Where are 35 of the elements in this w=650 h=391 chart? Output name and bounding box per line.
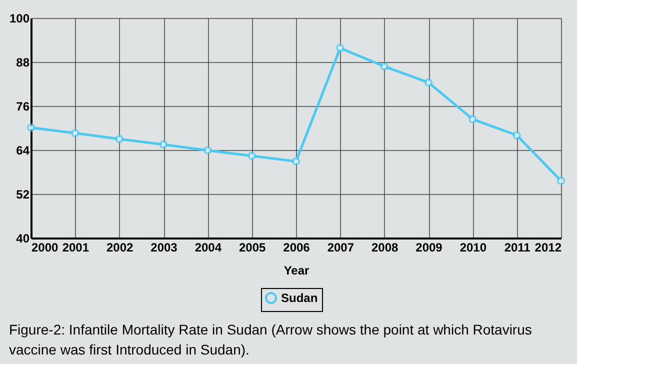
point bbox=[380, 62, 388, 71]
point bbox=[292, 157, 300, 166]
x-tick-label: 2005 bbox=[238, 240, 266, 254]
y-tick-label: 52 bbox=[16, 188, 30, 202]
point bbox=[204, 146, 212, 155]
x-tick-label: 2012 bbox=[534, 240, 562, 254]
point bbox=[556, 176, 566, 185]
x-tick-label: 2001 bbox=[62, 240, 90, 254]
x-tick-label: 2008 bbox=[371, 240, 399, 254]
y-tick-label: 40 bbox=[16, 232, 30, 246]
point bbox=[248, 152, 256, 160]
point bbox=[71, 128, 80, 138]
point bbox=[115, 134, 124, 144]
x-tick-label: 2010 bbox=[460, 240, 487, 254]
point bbox=[26, 123, 36, 132]
x-tick-label: 2007 bbox=[327, 240, 354, 254]
x-tick-label: 2000 bbox=[32, 240, 59, 254]
point bbox=[336, 44, 344, 52]
legend-label: Sudan bbox=[281, 291, 318, 305]
x-tick-label: 2006 bbox=[283, 240, 310, 254]
x-tick-label: 2002 bbox=[106, 240, 134, 254]
y-tick-label: 100 bbox=[9, 12, 30, 26]
y-tick-label: 88 bbox=[16, 56, 30, 70]
point bbox=[468, 115, 477, 124]
y-tick-label: 64 bbox=[16, 144, 30, 158]
text: Figure-2: Infantile Mortality Rate in Sudan (Arrow shows the point at which Rotavirus vaccine was first Introduced in Sudan). bbox=[8, 322, 532, 358]
point bbox=[424, 78, 433, 87]
x-tick-label: 2009 bbox=[416, 240, 443, 254]
x-axis-title: Year bbox=[284, 264, 310, 278]
x-tick-label: 2003 bbox=[150, 240, 178, 254]
x-tick-label: 2011 bbox=[504, 240, 531, 254]
x-tick-label: 2004 bbox=[194, 240, 222, 254]
point bbox=[159, 140, 168, 149]
point bbox=[512, 131, 521, 140]
y-tick-label: 76 bbox=[16, 100, 30, 114]
